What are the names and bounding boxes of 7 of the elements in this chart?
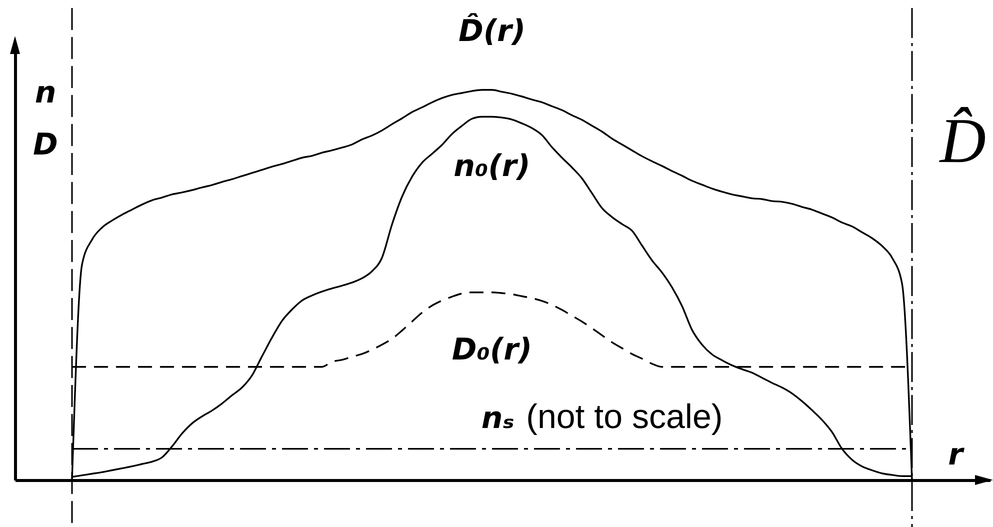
series-label: n₀(r) — [454, 148, 530, 184]
series-label: D̂(r) — [458, 12, 526, 49]
series-label: nₛ (not to scale) — [481, 398, 723, 436]
series-label: D₀(r) — [452, 332, 532, 368]
y-axis-title: n D — [33, 76, 58, 162]
x-axis-title: r — [948, 438, 966, 472]
text: D̂ — [938, 105, 986, 176]
